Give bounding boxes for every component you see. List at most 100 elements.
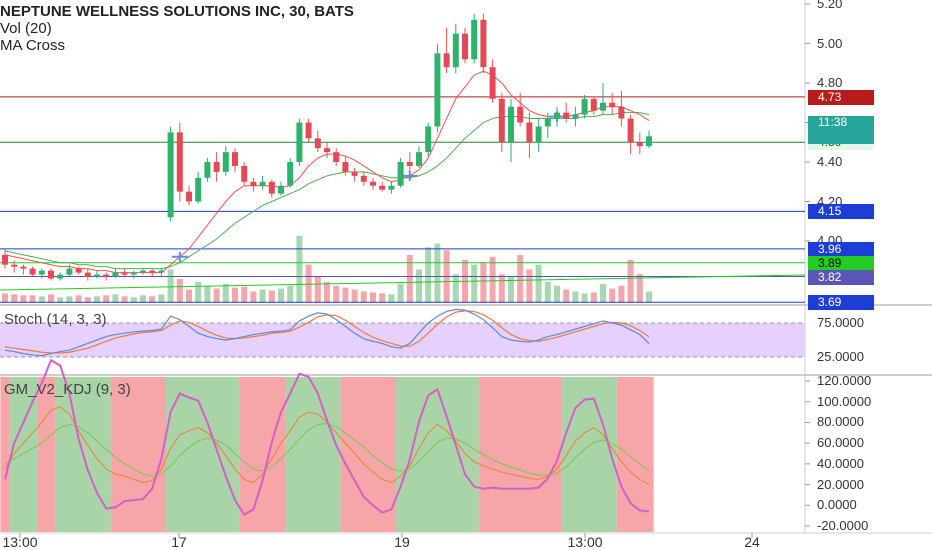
chart-title: NEPTUNE WELLNESS SOLUTIONS INC, 30, BATS <box>0 3 354 20</box>
kdj-tick-label: -20.0000 <box>817 518 869 533</box>
ma-cross-legend[interactable]: MA Cross <box>0 37 66 54</box>
volume-bar <box>526 269 533 303</box>
candle-body[interactable] <box>222 152 229 172</box>
candle-body[interactable] <box>627 118 634 143</box>
candle-body[interactable] <box>370 181 376 186</box>
candle-body[interactable] <box>636 142 643 147</box>
candle-body[interactable] <box>232 152 238 166</box>
candle-body[interactable] <box>600 102 606 111</box>
candle-body[interactable] <box>526 122 533 143</box>
candle-body[interactable] <box>379 185 386 190</box>
candle-body[interactable] <box>66 268 73 275</box>
candle-body[interactable] <box>84 272 91 277</box>
candle-body[interactable] <box>94 274 100 277</box>
volume-bar <box>314 276 321 303</box>
stoch-band <box>0 323 805 357</box>
candle-body[interactable] <box>121 272 128 275</box>
candle-body[interactable] <box>498 98 505 143</box>
candle-body[interactable] <box>581 98 588 115</box>
price-line-label[interactable]: 3.69 <box>808 295 874 311</box>
candle-body[interactable] <box>646 136 652 147</box>
candle-body[interactable] <box>268 181 275 194</box>
stoch-pane-title[interactable]: Stoch (14, 3, 3) <box>4 311 107 328</box>
candle-body[interactable] <box>158 270 165 273</box>
volume-bar <box>11 294 18 303</box>
candle-body[interactable] <box>508 106 514 143</box>
candle-body[interactable] <box>259 181 266 186</box>
candle-body[interactable] <box>241 165 248 182</box>
candle-body[interactable] <box>388 185 395 190</box>
candle-body[interactable] <box>360 175 367 182</box>
candle-body[interactable] <box>204 162 211 178</box>
candle-body[interactable] <box>480 19 487 68</box>
candle-body[interactable] <box>186 191 192 202</box>
candle-body[interactable] <box>609 102 616 107</box>
volume-bar <box>535 264 542 303</box>
candle-body[interactable] <box>149 270 156 273</box>
candle-body[interactable] <box>563 112 570 119</box>
candle-body[interactable] <box>462 33 468 60</box>
candle-body[interactable] <box>130 272 137 275</box>
kdj-regime-band <box>37 377 56 532</box>
candle-body[interactable] <box>452 33 459 68</box>
candle-body[interactable] <box>406 162 413 166</box>
kdj-pane-title[interactable]: GM_V2_KDJ (9, 3) <box>4 381 131 398</box>
candle-body[interactable] <box>75 268 82 273</box>
price-line-label[interactable]: 4.15 <box>808 204 874 220</box>
candle-body[interactable] <box>20 266 27 269</box>
trend-line[interactable] <box>0 274 806 291</box>
candle-body[interactable] <box>590 98 597 111</box>
candle-body[interactable] <box>314 138 321 149</box>
candle-body[interactable] <box>517 106 524 123</box>
candle-body[interactable] <box>544 118 551 127</box>
candle-body[interactable] <box>324 148 330 153</box>
candle-body[interactable] <box>11 264 18 267</box>
candle-body[interactable] <box>296 122 303 163</box>
candle-body[interactable] <box>176 132 183 192</box>
candle-body[interactable] <box>287 162 294 186</box>
candle-body[interactable] <box>333 152 340 162</box>
volume-bar <box>342 287 349 303</box>
kdj-tick-label: 60.0000 <box>817 435 864 451</box>
volume-bar <box>324 281 330 303</box>
candle-body[interactable] <box>195 177 202 202</box>
price-line-label[interactable]: 3.96 <box>808 241 874 257</box>
candle-body[interactable] <box>278 185 284 194</box>
candle-body[interactable] <box>48 270 54 279</box>
candle-body[interactable] <box>443 53 450 68</box>
price-line-label[interactable]: 3.89 <box>808 255 874 271</box>
candle-body[interactable] <box>57 274 64 279</box>
candle-body[interactable] <box>351 171 358 176</box>
candle-body[interactable] <box>2 254 8 265</box>
candle-body[interactable] <box>342 162 349 172</box>
volume-legend[interactable]: Vol (20) <box>0 20 52 37</box>
candle-body[interactable] <box>140 270 146 273</box>
candle-body[interactable] <box>416 152 422 166</box>
candle-body[interactable] <box>38 270 45 275</box>
candle-body[interactable] <box>425 126 432 153</box>
price-line-label[interactable]: 3.82 <box>808 269 874 285</box>
candle-body[interactable] <box>535 126 542 143</box>
candle-body[interactable] <box>572 114 579 119</box>
candle-body[interactable] <box>554 112 560 119</box>
candle-body[interactable] <box>305 122 312 139</box>
kdj-regime-band <box>561 377 617 532</box>
candle-body[interactable] <box>29 268 36 275</box>
volume-bar <box>259 289 266 303</box>
candle-body[interactable] <box>167 132 174 218</box>
price-line-label[interactable]: 4.73 <box>808 89 874 105</box>
candle-body[interactable] <box>618 106 625 119</box>
candle-body[interactable] <box>112 272 119 277</box>
candle-body[interactable] <box>489 67 496 99</box>
candle-body[interactable] <box>103 274 110 277</box>
volume-bar <box>360 291 367 303</box>
candle-body[interactable] <box>250 181 257 186</box>
candle-body[interactable] <box>397 162 404 186</box>
candle-body[interactable] <box>434 53 441 127</box>
kdj-regime-band <box>285 377 341 532</box>
candle-body[interactable] <box>471 19 478 60</box>
countdown-timer: 11:38 <box>818 115 848 130</box>
candle-body[interactable] <box>213 162 220 172</box>
volume-bar <box>425 247 432 303</box>
